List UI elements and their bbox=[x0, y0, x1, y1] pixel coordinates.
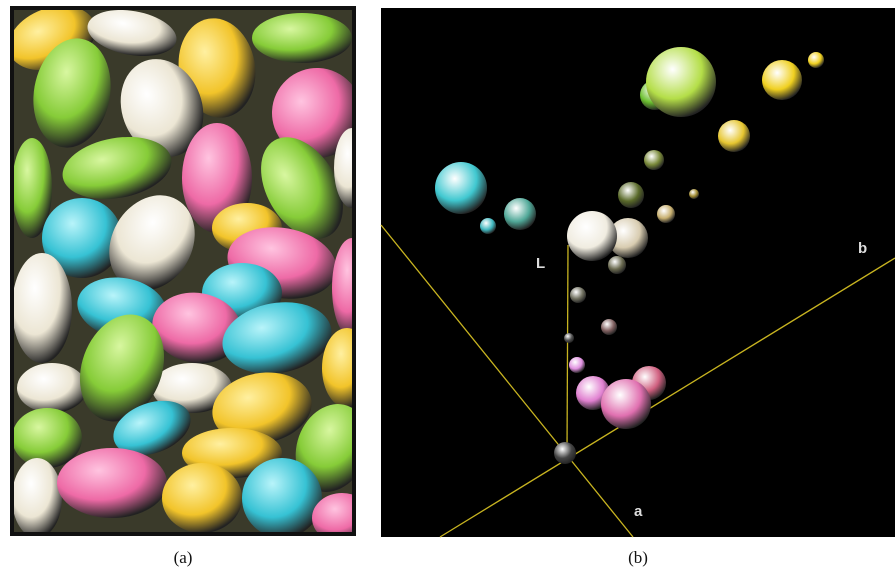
candy bbox=[12, 253, 72, 363]
candy bbox=[334, 128, 370, 208]
sphere bbox=[554, 442, 576, 464]
sphere bbox=[567, 211, 617, 261]
sphere bbox=[762, 60, 802, 100]
axis-label: a bbox=[634, 503, 643, 520]
candy bbox=[57, 448, 167, 518]
sphere bbox=[718, 120, 750, 152]
sphere bbox=[657, 205, 675, 223]
sphere bbox=[480, 218, 496, 234]
plot-background bbox=[381, 8, 895, 537]
sphere bbox=[644, 150, 664, 170]
page: {"panel_a": {"caption": "(a)"}, "panel_b… bbox=[0, 0, 895, 573]
figure: L a b (a) (b) bbox=[0, 0, 895, 573]
candy bbox=[252, 13, 352, 63]
candy bbox=[12, 458, 62, 538]
sphere bbox=[570, 287, 586, 303]
candy bbox=[322, 328, 372, 408]
sphere bbox=[435, 162, 487, 214]
sphere bbox=[504, 198, 536, 230]
axis-label: b bbox=[858, 240, 867, 257]
sphere bbox=[608, 256, 626, 274]
candy bbox=[242, 458, 322, 538]
caption: (b) bbox=[628, 548, 648, 567]
sphere bbox=[601, 319, 617, 335]
sphere bbox=[564, 333, 574, 343]
sphere bbox=[646, 47, 716, 117]
sphere bbox=[618, 182, 644, 208]
candy bbox=[17, 363, 87, 413]
sphere bbox=[569, 357, 585, 373]
candy bbox=[162, 463, 242, 533]
candy bbox=[332, 238, 372, 338]
candy bbox=[12, 408, 82, 468]
sphere bbox=[689, 189, 699, 199]
caption: (a) bbox=[174, 548, 193, 567]
sphere bbox=[601, 379, 651, 429]
sphere bbox=[808, 52, 824, 68]
candy-photo bbox=[0, 0, 380, 543]
axis-label: L bbox=[536, 255, 545, 272]
